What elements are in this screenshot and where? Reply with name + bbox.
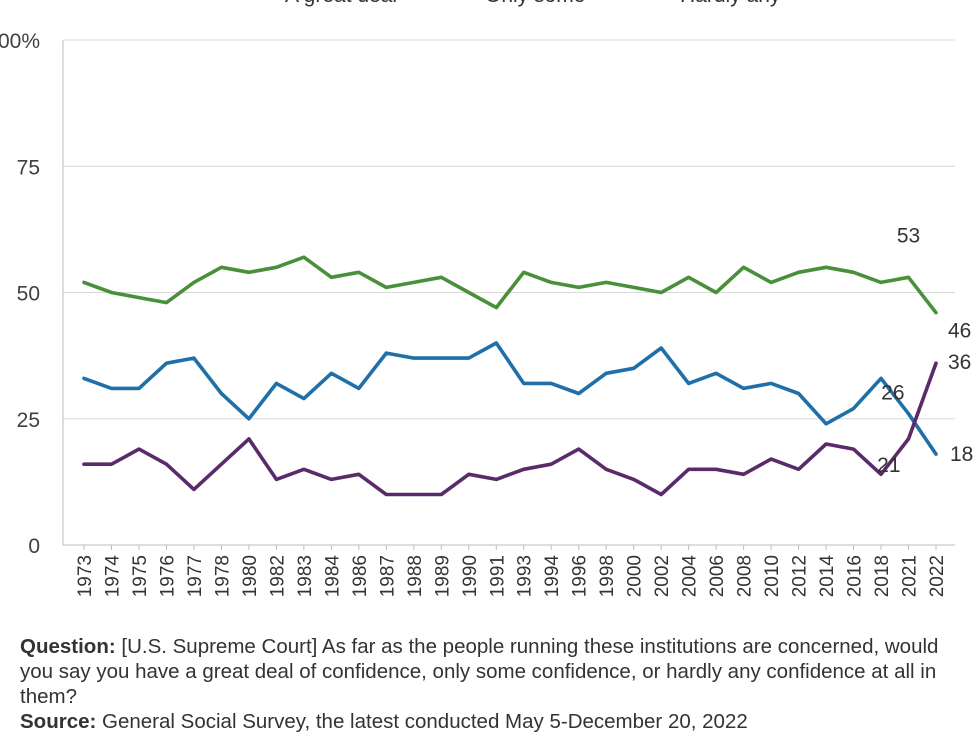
x-tick-label: 2006: [707, 555, 728, 597]
legend-label: Hardly any: [680, 0, 781, 7]
series-line: [82, 341, 938, 456]
x-tick-label: 2008: [735, 555, 756, 597]
line-chart: A great deal Only some Hardly any 0 25 50 75 1…: [0, 0, 973, 597]
series-lines: [82, 255, 938, 497]
x-tick-label: 1973: [75, 555, 96, 597]
x-tick-label: 2016: [845, 555, 866, 597]
x-tick-label: 1990: [460, 555, 481, 597]
x-tick-label: 1977: [185, 555, 206, 597]
question-label: Question:: [20, 635, 116, 658]
source-text: General Social Survey, the latest conduc…: [102, 710, 748, 733]
x-tick-label: 1983: [295, 555, 316, 597]
x-tick-label: 1984: [322, 555, 343, 598]
x-tick-label: 1980: [240, 555, 261, 597]
x-tick-label: 2002: [652, 555, 673, 597]
x-tick-label: 1989: [432, 555, 453, 597]
x-tick-label: 1994: [542, 555, 563, 598]
x-tick-label: 1993: [515, 555, 536, 597]
source-note: Source: General Social Survey, the lates…: [20, 709, 970, 734]
question-text: [U.S. Supreme Court] As far as the peopl…: [20, 635, 939, 708]
question-note: Question: [U.S. Supreme Court] As far as…: [20, 634, 970, 709]
x-tick-label: 1996: [570, 555, 591, 597]
x-tick-label: 2021: [900, 555, 921, 597]
source-label: Source:: [20, 710, 97, 733]
x-tick-label: 2018: [872, 555, 893, 597]
data-label: 26: [881, 382, 904, 405]
y-tick-label: 50: [17, 283, 40, 306]
data-label: 36: [948, 351, 971, 374]
x-tick-label: 2022: [927, 555, 948, 597]
y-tick-label: 25: [17, 409, 40, 432]
x-axis-ticks: 1973 1974 1975 1976 1977 1978 1980 1982 1983 1984…: [75, 545, 948, 597]
x-tick-label: 1988: [405, 555, 426, 597]
x-tick-label: 1974: [102, 555, 123, 598]
y-tick-label: 0: [28, 535, 40, 558]
chart-notes: Question: [U.S. Supreme Court] As far as…: [20, 634, 970, 734]
data-label: 53: [897, 224, 920, 247]
series-line: [82, 361, 938, 497]
legend-label: A great deal: [285, 0, 397, 7]
legend: A great deal Only some Hardly any: [285, 0, 781, 7]
x-tick-label: 2012: [790, 555, 811, 597]
x-tick-label: 2000: [625, 555, 646, 597]
y-tick-label: 100%: [0, 30, 40, 53]
x-tick-label: 1987: [377, 555, 398, 597]
y-axis-ticks: 0 25 50 75 100%: [0, 30, 40, 558]
x-tick-label: 1986: [350, 555, 371, 597]
x-tick-label: 1998: [597, 555, 618, 597]
legend-label: Only some: [485, 0, 585, 7]
x-tick-label: 1978: [212, 555, 233, 597]
x-tick-label: 1976: [157, 555, 178, 597]
x-tick-label: 2010: [762, 555, 783, 597]
x-tick-label: 1975: [130, 555, 151, 597]
x-tick-label: 2004: [680, 555, 701, 598]
data-labels: 53 46 26 18 21 36: [877, 224, 973, 477]
x-tick-label: 1991: [487, 555, 508, 597]
series-line: [82, 255, 938, 315]
x-tick-label: 1982: [267, 555, 288, 597]
y-tick-label: 75: [17, 156, 40, 179]
data-label: 18: [950, 443, 973, 466]
x-tick-label: 2014: [817, 555, 838, 598]
data-label: 21: [877, 454, 900, 477]
data-label: 46: [948, 320, 971, 343]
